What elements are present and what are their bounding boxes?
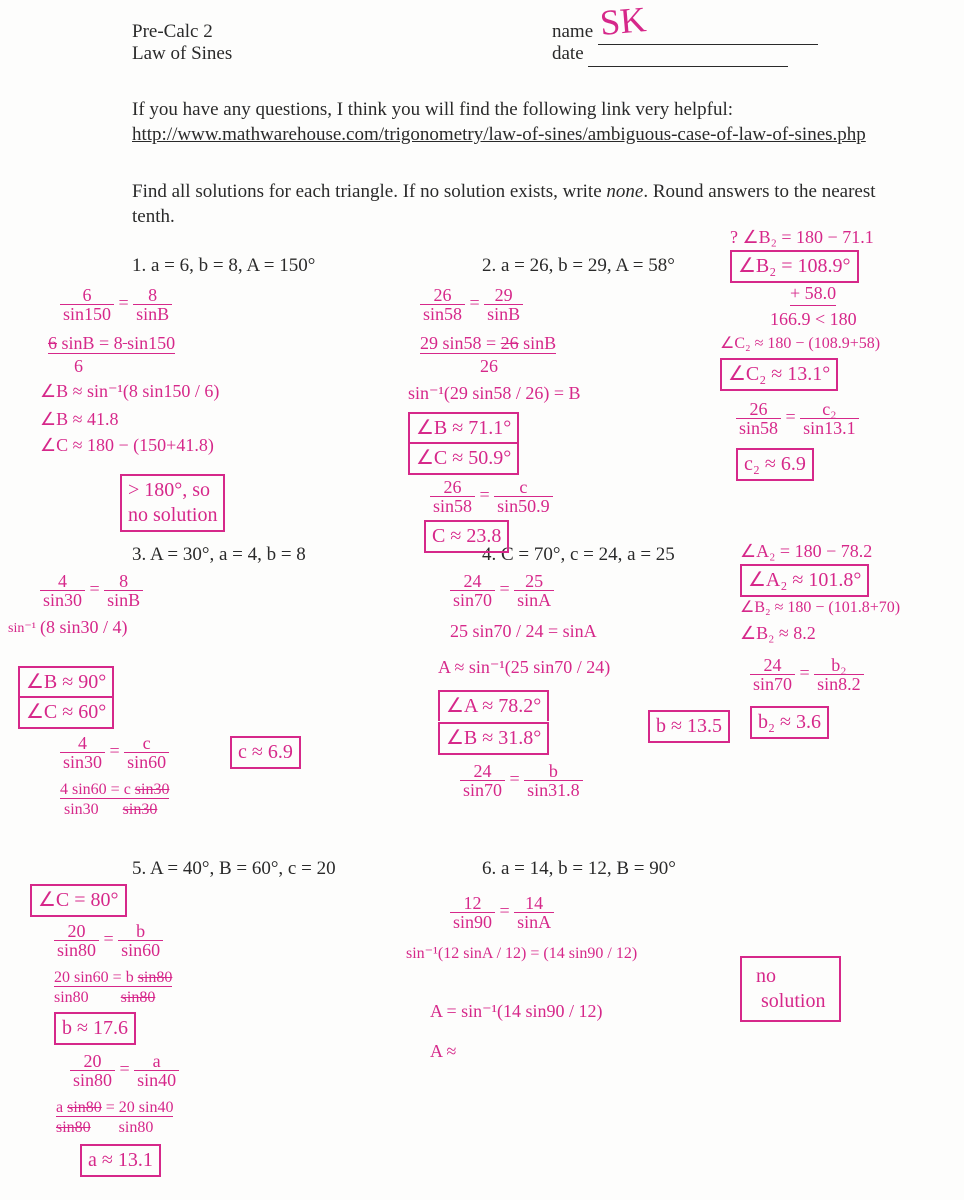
problem-2: 2. a = 26, b = 29, A = 58° bbox=[482, 254, 675, 279]
p2r-5: ∠C₂ ≈ 180 − (108.9+58) bbox=[720, 334, 880, 354]
problem-1: 1. a = 6, b = 8, A = 150° bbox=[132, 254, 315, 279]
p3-box3: c ≈ 6.9 bbox=[230, 736, 301, 769]
p6-box: no solution bbox=[740, 956, 841, 1022]
p1-eq3: ∠B ≈ sin⁻¹(8 sin150 / 6) bbox=[40, 380, 219, 403]
p4r-2: ∠A₂ ≈ 101.8° bbox=[740, 564, 869, 597]
p1-result: > 180°, sono solution bbox=[120, 474, 225, 532]
p2-eq1: 26sin58 = 29sinB bbox=[420, 286, 523, 323]
p2r-2: ∠B₂ = 108.9° bbox=[730, 250, 859, 283]
p2-eq2: 29 sin58 = 26 sinB 26 bbox=[420, 332, 556, 377]
p6-eq4: A ≈ bbox=[430, 1040, 456, 1063]
p3-sininv: sin⁻¹ bbox=[8, 620, 36, 638]
p2-eq4: 26sin58 = csin50.9 bbox=[430, 478, 553, 515]
p4-eq4: 24sin70 = bsin31.8 bbox=[460, 762, 583, 799]
p4-eq1: 24sin70 = 25sinA bbox=[450, 572, 554, 609]
course-title: Pre-Calc 2 bbox=[132, 20, 213, 45]
p1-eq4: ∠B ≈ 41.8 bbox=[40, 408, 119, 431]
p6-eq1: 12sin90 = 14sinA bbox=[450, 894, 554, 931]
p2-boxB: ∠B ≈ 71.1° bbox=[408, 412, 519, 443]
p1-eq5: ∠C ≈ 180 − (150+41.8) bbox=[40, 434, 214, 457]
p5-box1: ∠C = 80° bbox=[30, 884, 127, 917]
p3-eq2: (8 sin30 / 4) bbox=[40, 616, 128, 639]
p4-box2: ∠B ≈ 31.8° bbox=[438, 722, 549, 755]
p2r-4: 166.9 < 180 bbox=[770, 308, 857, 331]
name-label: name bbox=[552, 20, 818, 45]
student-signature: SK bbox=[598, 0, 648, 44]
p4r-3: ∠B₂ ≈ 180 − (101.8+70) bbox=[740, 598, 900, 618]
p5-eq3: 20sin80 = asin40 bbox=[70, 1052, 179, 1089]
p4-eq3: A ≈ sin⁻¹(25 sin70 / 24) bbox=[438, 656, 610, 679]
p1-eq1: 6sin150 = 8sinB bbox=[60, 286, 172, 323]
p5-eq1: 20sin80 = bsin60 bbox=[54, 922, 163, 959]
intro-text: If you have any questions, I think you w… bbox=[132, 98, 892, 147]
help-link[interactable]: http://www.mathwarehouse.com/trigonometr… bbox=[132, 124, 866, 145]
p4r-6: b₂ ≈ 3.6 bbox=[750, 706, 829, 739]
p2r-6: ∠C₂ ≈ 13.1° bbox=[720, 358, 838, 391]
problem-3: 3. A = 30°, a = 4, b = 8 bbox=[132, 543, 306, 568]
p3-eq3: 4sin30 = csin60 bbox=[60, 734, 169, 771]
topic-title: Law of Sines bbox=[132, 42, 232, 67]
p5-eq2: 20 sin60 = b sin80 sin80 sin80 bbox=[54, 968, 172, 1008]
p5-box3: a ≈ 13.1 bbox=[80, 1144, 161, 1177]
p3-box1: ∠B ≈ 90° bbox=[18, 666, 114, 697]
p6-eq2: sin⁻¹(12 sinA / 12) = (14 sin90 / 12) bbox=[406, 944, 637, 964]
p2-boxC: ∠C ≈ 50.9° bbox=[408, 442, 519, 475]
p5-eq4: a sin80 = 20 sin40 sin80 sin80 bbox=[56, 1098, 173, 1138]
problem-5: 5. A = 40°, B = 60°, c = 20 bbox=[132, 857, 336, 882]
instructions: Find all solutions for each triangle. If… bbox=[132, 180, 892, 229]
p2r-7: 26sin58 = c₂sin13.1 bbox=[736, 400, 859, 437]
p4r-1: ∠A₂ = 180 − 78.2 bbox=[740, 540, 872, 563]
date-label: date bbox=[552, 42, 788, 67]
p4-eq2: 25 sin70 / 24 = sinA bbox=[450, 620, 597, 643]
problem-4: 4. C = 70°, c = 24, a = 25 bbox=[482, 543, 675, 568]
p1-eq2: 6 sinB = 8 sin150 6 bbox=[48, 332, 175, 377]
p3-eq1: 4sin30 = 8sinB bbox=[40, 572, 143, 609]
p2-boxc: C ≈ 23.8 bbox=[424, 520, 509, 553]
p3-box2: ∠C ≈ 60° bbox=[18, 696, 114, 729]
p3-eq4: 4 sin60 = c sin30 sin30 sin30 bbox=[60, 780, 169, 820]
p2r-1: ? ∠B₂ = 180 − 71.1 bbox=[730, 226, 874, 249]
p4-box3: b ≈ 13.5 bbox=[648, 710, 730, 743]
problem-6: 6. a = 14, b = 12, B = 90° bbox=[482, 857, 676, 882]
p4r-4: ∠B₂ ≈ 8.2 bbox=[740, 622, 816, 645]
p4r-5: 24sin70 = b₂sin8.2 bbox=[750, 656, 864, 693]
p5-box2: b ≈ 17.6 bbox=[54, 1012, 136, 1045]
p2r-8: c₂ ≈ 6.9 bbox=[736, 448, 814, 481]
p4-box1: ∠A ≈ 78.2° bbox=[438, 690, 549, 721]
p6-eq3: A = sin⁻¹(14 sin90 / 12) bbox=[430, 1000, 603, 1023]
p2-eq3: sin⁻¹(29 sin58 / 26) = B bbox=[408, 382, 581, 405]
p2r-3: + 58.0 bbox=[790, 282, 836, 305]
